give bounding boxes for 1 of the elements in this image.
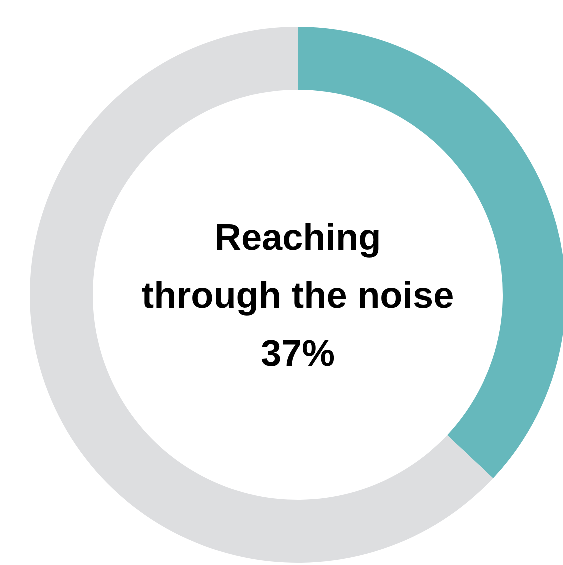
text: Reaching through the noise 37%: [142, 217, 454, 374]
